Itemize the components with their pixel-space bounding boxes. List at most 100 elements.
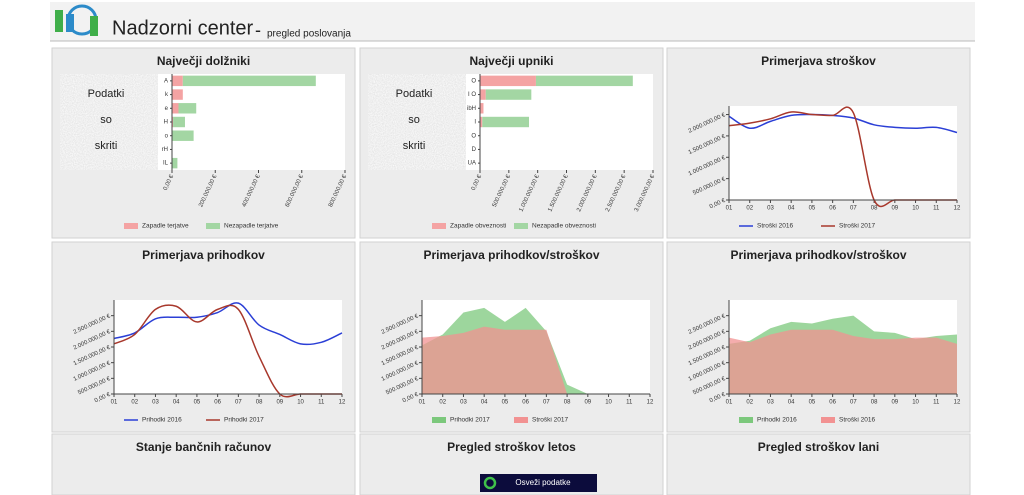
x-tick-label: 10 (912, 400, 919, 406)
overlay-text: so (408, 114, 420, 126)
button-bg[interactable] (480, 474, 597, 492)
x-tick-label: 07 (850, 400, 857, 406)
category-label: ibH (467, 106, 476, 112)
chart-title: Primerjava prihodkov (142, 248, 265, 262)
x-tick-label: 11 (933, 206, 940, 212)
category-label: IL (163, 161, 169, 167)
x-tick-label: 04 (173, 400, 180, 406)
legend-label: Prihodki 2017 (224, 417, 264, 424)
refresh-icon (483, 476, 497, 490)
bar-segment (480, 103, 484, 114)
category-label: rH (162, 147, 168, 153)
legend-swatch (739, 417, 753, 423)
x-tick-label: 04 (481, 400, 488, 406)
x-tick-label: 10 (912, 206, 919, 212)
overlay-text: Podatki (88, 88, 125, 100)
legend-label: Zapadle terjatve (142, 223, 189, 230)
category-label: UA (468, 161, 476, 167)
bar-segment (535, 75, 633, 87)
line (728, 113, 958, 134)
title-separator: - (255, 20, 261, 40)
panel-title: Stanje bančnih računov (136, 440, 272, 454)
x-tick-label: 05 (194, 400, 201, 406)
panel-title: Pregled stroškov letos (447, 440, 576, 454)
area (422, 326, 650, 394)
bar-segment (172, 89, 183, 100)
bar-segment (480, 75, 536, 87)
category-label: I (474, 120, 476, 126)
x-tick-label: 09 (891, 206, 898, 212)
x-tick-label: 08 (871, 400, 878, 406)
hidden-data-overlay (368, 74, 466, 170)
x-tick-label: 07 (235, 400, 242, 406)
x-tick-label: 12 (954, 206, 961, 212)
button-label[interactable]: Osveži podatke (515, 478, 571, 487)
x-tick-label: 01 (726, 400, 733, 406)
category-label: O (471, 78, 476, 84)
x-tick-label: 08 (564, 400, 571, 406)
bar-segment (480, 116, 483, 128)
x-tick-label: 04 (788, 400, 795, 406)
category-label: I O (468, 92, 476, 98)
legend-swatch (124, 223, 138, 229)
legend-label: Nezapadle terjatve (224, 223, 279, 230)
x-tick-label: 08 (871, 206, 878, 212)
page-subtitle: pregled poslovanja (267, 29, 351, 40)
x-tick-label: 12 (954, 400, 961, 406)
x-tick-label: 07 (543, 400, 550, 406)
x-tick-label: 10 (297, 400, 304, 406)
x-tick-label: 11 (933, 400, 940, 406)
area (729, 329, 957, 394)
legend-label: Stroški 2017 (532, 417, 569, 424)
refresh-button[interactable]: Osveži podatke (480, 474, 597, 492)
x-tick-label: 01 (419, 400, 426, 406)
panel (51, 433, 356, 495)
x-tick-label: 06 (522, 400, 529, 406)
category-label: A (164, 78, 168, 84)
bar-segment (482, 116, 530, 128)
legend-swatch (432, 223, 446, 229)
legend-label: Prihodki 2016 (142, 417, 182, 424)
x-tick-label: 06 (829, 400, 836, 406)
chart-title: Primerjava stroškov (761, 54, 876, 68)
x-tick-label: 11 (626, 400, 633, 406)
category-label: D (472, 147, 477, 153)
category-label: k (165, 92, 169, 98)
x-tick-label: 02 (746, 206, 753, 212)
legend-label: Stroški 2017 (839, 223, 876, 230)
category-label: e (165, 106, 169, 112)
overlay-text: skriti (95, 140, 118, 152)
x-tick-label: 08 (256, 400, 263, 406)
legend-swatch (206, 223, 220, 229)
bar-segment (182, 75, 316, 87)
x-tick-label: 06 (214, 400, 221, 406)
x-tick-label: 03 (767, 400, 774, 406)
chart-title: Največji upniki (469, 54, 553, 68)
x-tick-label: 03 (767, 206, 774, 212)
legend-swatch (432, 417, 446, 423)
x-tick-label: 11 (318, 400, 325, 406)
x-tick-label: 03 (152, 400, 159, 406)
legend-label: Zapadle obveznosti (450, 223, 506, 230)
legend-label: Stroški 2016 (757, 223, 794, 230)
bar-segment (172, 116, 174, 128)
x-tick-label: 02 (746, 400, 753, 406)
bar-segment (172, 75, 183, 87)
x-tick-label: 12 (647, 400, 654, 406)
x-tick-label: 05 (809, 400, 816, 406)
bar-segment (172, 130, 194, 141)
x-tick-label: 09 (584, 400, 591, 406)
panel-title: Pregled stroškov lani (758, 440, 879, 454)
plot-area (729, 106, 957, 200)
category-label: H (164, 120, 168, 126)
x-tick-label: 01 (726, 206, 733, 212)
x-tick-label: 09 (891, 400, 898, 406)
legend-swatch (514, 223, 528, 229)
x-tick-label: 02 (131, 400, 138, 406)
legend-swatch (821, 417, 835, 423)
x-tick-label: 01 (111, 400, 118, 406)
x-tick-label: 03 (460, 400, 467, 406)
legend-label: Stroški 2016 (839, 417, 876, 424)
header-bar (50, 2, 975, 41)
page-title: Nadzorni center (112, 17, 254, 39)
